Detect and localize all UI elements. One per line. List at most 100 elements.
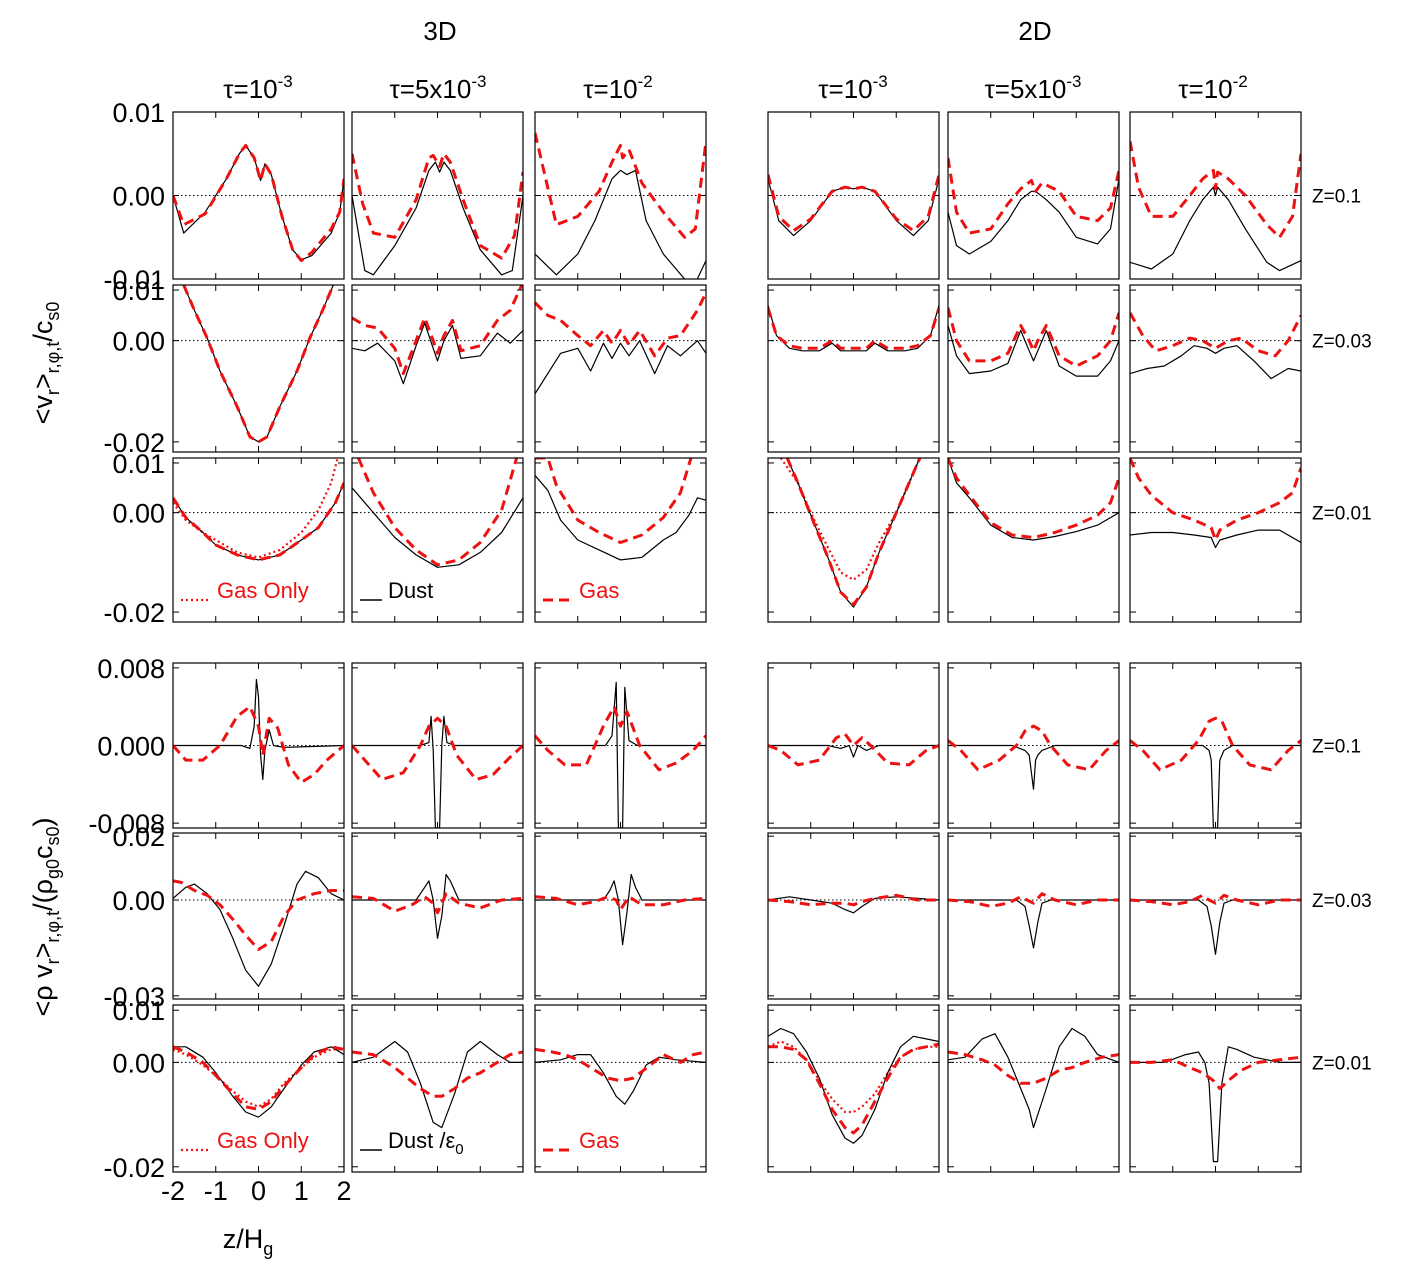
legends-layer: Gas Only Dust Gas Gas Only Dust /ε0 Gas <box>181 578 619 1158</box>
gas-line <box>535 458 693 544</box>
tau-header-base: τ=10 <box>818 74 872 104</box>
tau-header-exponent: -3 <box>1066 72 1081 91</box>
gas-line <box>948 892 1119 908</box>
subscript: r <box>43 389 63 395</box>
tau-header-exponent: -2 <box>1233 72 1248 91</box>
subscript: s0 <box>43 826 63 845</box>
panel-frame <box>172 284 345 453</box>
panel-frame <box>1129 111 1302 280</box>
panel-frame <box>534 284 707 453</box>
panel-3d-row6-col1 <box>172 1004 345 1173</box>
gas-line <box>352 892 523 915</box>
dust-line <box>535 681 706 828</box>
panel-2d-row4-col5 <box>947 662 1120 829</box>
paren: ) <box>28 817 58 826</box>
dust-line <box>768 744 939 758</box>
x-tick-label: -2 <box>161 1176 185 1206</box>
z-row-label: Z=0.01 <box>1312 504 1372 525</box>
gas-line <box>357 458 519 567</box>
bracket: > <box>28 943 58 959</box>
dust-line <box>948 325 1119 377</box>
panel-frame <box>767 832 940 1000</box>
tau-header-3d-1: τ=10-3 <box>223 72 293 104</box>
tau-header-exponent: -2 <box>638 72 653 91</box>
legend-label-gas: Gas <box>579 1128 619 1153</box>
subscript: r,φ,t <box>43 342 63 374</box>
panel-3d-row1-col2 <box>351 111 524 280</box>
dust-line <box>173 678 344 781</box>
panel-3d-row5-col2 <box>351 832 524 1000</box>
gas-line <box>1130 893 1301 907</box>
panel-frame <box>351 1004 524 1173</box>
group-header-2d: 2D <box>1018 16 1051 46</box>
panel-3d-row2-col1 <box>172 284 345 453</box>
dust-line <box>535 1053 706 1105</box>
group-header-3d: 3D <box>423 16 456 46</box>
panel-frame <box>947 284 1120 453</box>
gas-line <box>535 1047 706 1083</box>
y-tick-label: -0.02 <box>103 428 165 458</box>
dust-line <box>352 873 523 939</box>
x-tick-label: 2 <box>336 1176 351 1206</box>
y-tick-label: 0.008 <box>97 654 165 684</box>
gas-line <box>1130 1055 1301 1090</box>
gas-line <box>768 732 939 767</box>
panel-frame <box>351 662 524 829</box>
panel-frame <box>767 662 940 829</box>
panel-2d-row3-col5 <box>947 457 1120 623</box>
dust-line <box>1130 1046 1301 1163</box>
panel-3d-row3-col1 <box>172 457 345 623</box>
panel-3d-row5-col1 <box>172 832 345 1000</box>
dust-line <box>948 744 1119 790</box>
gas-line <box>948 458 1119 539</box>
legend-label-dust: Dust <box>388 578 433 603</box>
panel-3d-row1-col3 <box>534 111 707 280</box>
panel-frame <box>947 832 1120 1000</box>
panel-3d-row6-col2 <box>351 1004 524 1173</box>
tau-header-base: τ=10 <box>583 74 637 104</box>
dust-line <box>948 1027 1119 1129</box>
dust-line <box>352 715 523 828</box>
gas-line <box>1130 458 1301 542</box>
y-tick-label: -0.02 <box>103 598 165 628</box>
tau-header-3d-2: τ=5x10-3 <box>390 72 487 104</box>
tau-header-exponent: -3 <box>278 72 293 91</box>
gas-line <box>535 291 706 358</box>
dust-line <box>768 178 939 237</box>
gas-line <box>948 1050 1119 1085</box>
dust-line <box>768 305 939 352</box>
legend-label-gas: Gas <box>579 578 619 603</box>
gas-line <box>352 716 523 781</box>
legend-label-dust: Dust /ε0 <box>388 1128 464 1158</box>
panel-frame <box>1129 832 1302 1000</box>
panel-3d-row1-col1 <box>172 111 345 280</box>
z-row-label: Z=0.1 <box>1312 187 1361 208</box>
y-tick-label: -0.008 <box>88 809 165 839</box>
panel-2d-row6-col4 <box>767 1004 940 1173</box>
y-tick-label: 0.00 <box>112 1048 165 1078</box>
slash: /(ρ <box>28 879 58 911</box>
panel-2d-row2-col6 <box>1129 284 1302 453</box>
gas-line <box>1130 140 1301 239</box>
panel-2d-row1-col5 <box>947 111 1120 280</box>
symbol: c <box>28 846 58 860</box>
panel-2d-row5-col5 <box>947 832 1120 1000</box>
dust-line <box>768 1027 939 1144</box>
gas-line <box>173 705 344 784</box>
y-tick-label: 0.02 <box>112 822 165 852</box>
gas-line <box>173 143 344 263</box>
y-tick-label: 0.01 <box>112 449 165 479</box>
dust-line <box>948 899 1119 949</box>
panel-frame <box>351 457 524 623</box>
dust-line <box>535 340 706 395</box>
panel-frame <box>1129 662 1302 829</box>
dust-line <box>786 458 921 608</box>
dust-line <box>1130 186 1301 272</box>
panel-frame <box>767 1004 940 1173</box>
dust-line <box>535 169 706 279</box>
y-tick-label: 0.00 <box>112 182 165 212</box>
dust-line <box>948 458 1119 541</box>
gas-line <box>535 705 706 772</box>
panel-frame <box>947 457 1120 623</box>
